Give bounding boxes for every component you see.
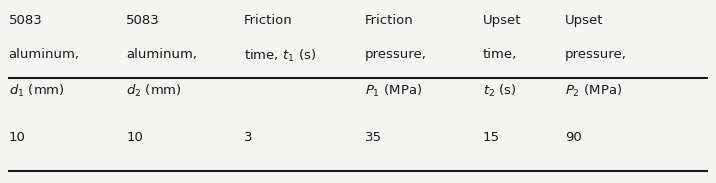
Text: time,: time, [483,48,517,61]
Text: $P_2$ (MPa): $P_2$ (MPa) [565,83,622,99]
Text: 90: 90 [565,131,581,144]
Text: $d_1$ (mm): $d_1$ (mm) [9,83,64,99]
Text: 5083: 5083 [126,14,160,27]
Text: pressure,: pressure, [365,48,427,61]
Text: Upset: Upset [483,14,521,27]
Text: 3: 3 [244,131,252,144]
Text: 35: 35 [365,131,382,144]
Text: time, $t_1$ (s): time, $t_1$ (s) [244,48,316,64]
Text: aluminum,: aluminum, [9,48,79,61]
Text: Upset: Upset [565,14,604,27]
Text: 15: 15 [483,131,500,144]
Text: 10: 10 [126,131,143,144]
Text: 5083: 5083 [9,14,42,27]
Text: $P_1$ (MPa): $P_1$ (MPa) [365,83,422,99]
Text: Friction: Friction [365,14,414,27]
Text: pressure,: pressure, [565,48,626,61]
Text: $d_2$ (mm): $d_2$ (mm) [126,83,182,99]
Text: Friction: Friction [244,14,293,27]
Text: aluminum,: aluminum, [126,48,197,61]
Text: 10: 10 [9,131,25,144]
Text: $t_2$ (s): $t_2$ (s) [483,83,516,99]
